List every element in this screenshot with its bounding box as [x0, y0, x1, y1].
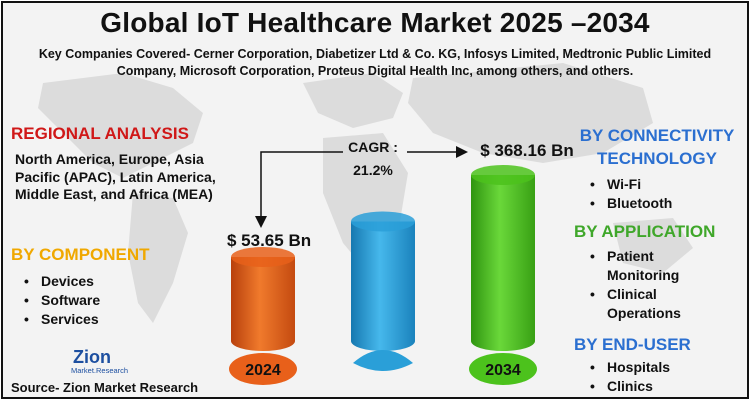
cagr-label-line2: 21.2% [353, 162, 393, 178]
bar-top-middle [351, 211, 415, 232]
bar-body-2024 [231, 257, 295, 351]
key-companies-subtitle: Key Companies Covered- Cerner Corporatio… [38, 47, 712, 78]
connectivity-heading-line1: BY CONNECTIVITY [579, 126, 735, 145]
list-item: Wi-Fi [587, 175, 672, 194]
bar-body-middle [351, 221, 415, 351]
application-list: Patient Monitoring Clinical Operations [587, 247, 727, 323]
list-item: Bluetooth [587, 194, 672, 213]
by-application-heading: BY APPLICATION [574, 222, 716, 241]
by-connectivity-heading: BY CONNECTIVITY TECHNOLOGY [569, 124, 745, 170]
data-label-2024: $ 53.65 Bn [227, 231, 311, 250]
list-item: Hospitals [587, 358, 670, 377]
year-badge-2034 [469, 353, 537, 385]
component-list: Devices Software Services [21, 272, 100, 329]
cagr-arrow-left [255, 151, 343, 228]
market-size-chart: 2024 2034 $ 53.65 Bn $ 368.16 Bn CAGR : 21… [227, 139, 574, 385]
bar-top-2024 [231, 247, 295, 267]
x-tick-label: 2024 [245, 362, 281, 379]
connectivity-heading-line2: TECHNOLOGY [597, 149, 717, 168]
list-item: Patient Monitoring [587, 247, 727, 285]
by-end-user-heading: BY END-USER [574, 335, 691, 354]
connectivity-list: Wi-Fi Bluetooth [587, 175, 672, 213]
data-label-2034: $ 368.16 Bn [480, 141, 574, 160]
world-map-background [38, 63, 693, 323]
x-tick-label: 2034 [485, 362, 521, 379]
bar-body-2034 [471, 175, 535, 351]
list-item: Software [21, 291, 100, 310]
regional-analysis-text: North America, Europe, Asia Pacific (APA… [15, 151, 216, 202]
source-note: Source- Zion Market Research [11, 380, 199, 395]
list-item: Services [21, 310, 100, 329]
list-item: Clinics [587, 377, 670, 396]
logo-word: Zion [73, 347, 111, 367]
middle-badge [353, 350, 413, 371]
page-title: Global IoT Healthcare Market 2025 –2034 [100, 7, 650, 38]
logo-sub: Market.Research [71, 366, 128, 375]
end-user-list: Hospitals Clinics [587, 358, 670, 396]
list-item: Clinical Operations [587, 285, 727, 323]
regional-analysis-heading: REGIONAL ANALYSIS [11, 124, 189, 143]
cagr-label-line1: CAGR : [348, 139, 398, 155]
year-badge-2024 [229, 353, 297, 385]
list-item: Devices [21, 272, 100, 291]
zion-logo: Zion Market.Research [69, 345, 139, 377]
by-component-heading: BY COMPONENT [11, 245, 150, 264]
bar-top-2034 [471, 165, 535, 185]
